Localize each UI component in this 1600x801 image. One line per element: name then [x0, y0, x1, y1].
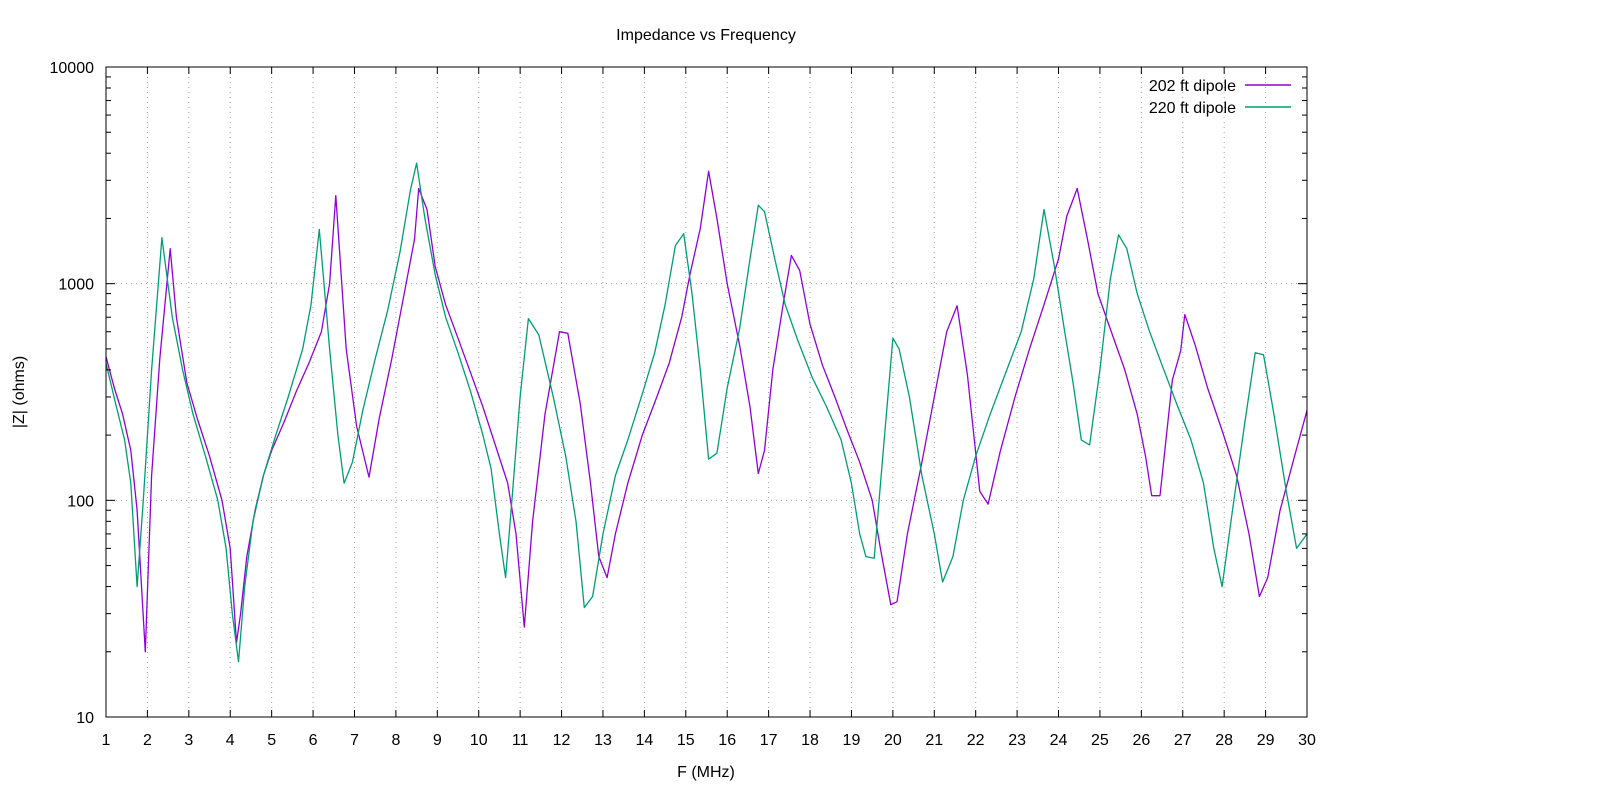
- x-tick-label: 30: [1298, 732, 1316, 749]
- x-tick-label: 3: [184, 732, 193, 749]
- y-tick-labels: 10 100 1000 10000: [50, 60, 95, 727]
- legend-label: 202 ft dipole: [1149, 78, 1236, 95]
- x-tick-labels: 1 2 3 4 5 6 7 8 9 10 11 12 13 14 15 16 17 18 19 20 21 22 23 24 2…: [102, 732, 1316, 749]
- x-tick-label: 9: [433, 732, 442, 749]
- x-tick-label: 29: [1257, 732, 1275, 749]
- plot-frame: [105, 66, 1308, 718]
- y-tick-label: 1000: [58, 277, 94, 294]
- x-tick-label: 11: [512, 732, 529, 749]
- y-tick-label: 100: [67, 493, 94, 510]
- x-axis-label: F (MHz): [677, 764, 735, 781]
- series-line-202ft: [105, 170, 1308, 653]
- y-tick-label: 10: [76, 710, 94, 727]
- legend: 202 ft dipole 220 ft dipole: [1149, 78, 1291, 117]
- legend-label: 220 ft dipole: [1149, 100, 1236, 117]
- x-tick-label: 15: [677, 732, 695, 749]
- series-layer: [105, 162, 1308, 663]
- x-tick-label: 19: [843, 732, 861, 749]
- x-tick-label: 13: [594, 732, 612, 749]
- y-tick-label: 10000: [50, 60, 95, 77]
- chart-title: Impedance vs Frequency: [616, 27, 796, 44]
- x-tick-label: 24: [1050, 732, 1068, 749]
- x-tick-label: 16: [718, 732, 736, 749]
- x-tick-label: 28: [1215, 732, 1233, 749]
- ticks: [105, 66, 1308, 718]
- x-tick-label: 1: [102, 732, 111, 749]
- series-line-220ft: [105, 162, 1308, 663]
- x-tick-label: 4: [226, 732, 235, 749]
- x-tick-label: 12: [553, 732, 571, 749]
- x-tick-label: 23: [1008, 732, 1026, 749]
- x-tick-label: 2: [143, 732, 152, 749]
- x-tick-label: 26: [1132, 732, 1150, 749]
- x-tick-label: 10: [470, 732, 488, 749]
- x-tick-label: 21: [925, 732, 943, 749]
- x-tick-label: 27: [1174, 732, 1192, 749]
- x-tick-label: 6: [309, 732, 318, 749]
- x-tick-label: 14: [635, 732, 653, 749]
- grid: [106, 67, 1307, 717]
- x-tick-label: 8: [391, 732, 400, 749]
- x-tick-label: 18: [801, 732, 819, 749]
- x-tick-label: 25: [1091, 732, 1109, 749]
- x-tick-label: 5: [267, 732, 276, 749]
- x-tick-label: 7: [350, 732, 359, 749]
- x-tick-label: 20: [884, 732, 902, 749]
- x-tick-label: 17: [760, 732, 778, 749]
- y-axis-label: |Z| (ohms): [11, 356, 28, 428]
- x-tick-label: 22: [967, 732, 985, 749]
